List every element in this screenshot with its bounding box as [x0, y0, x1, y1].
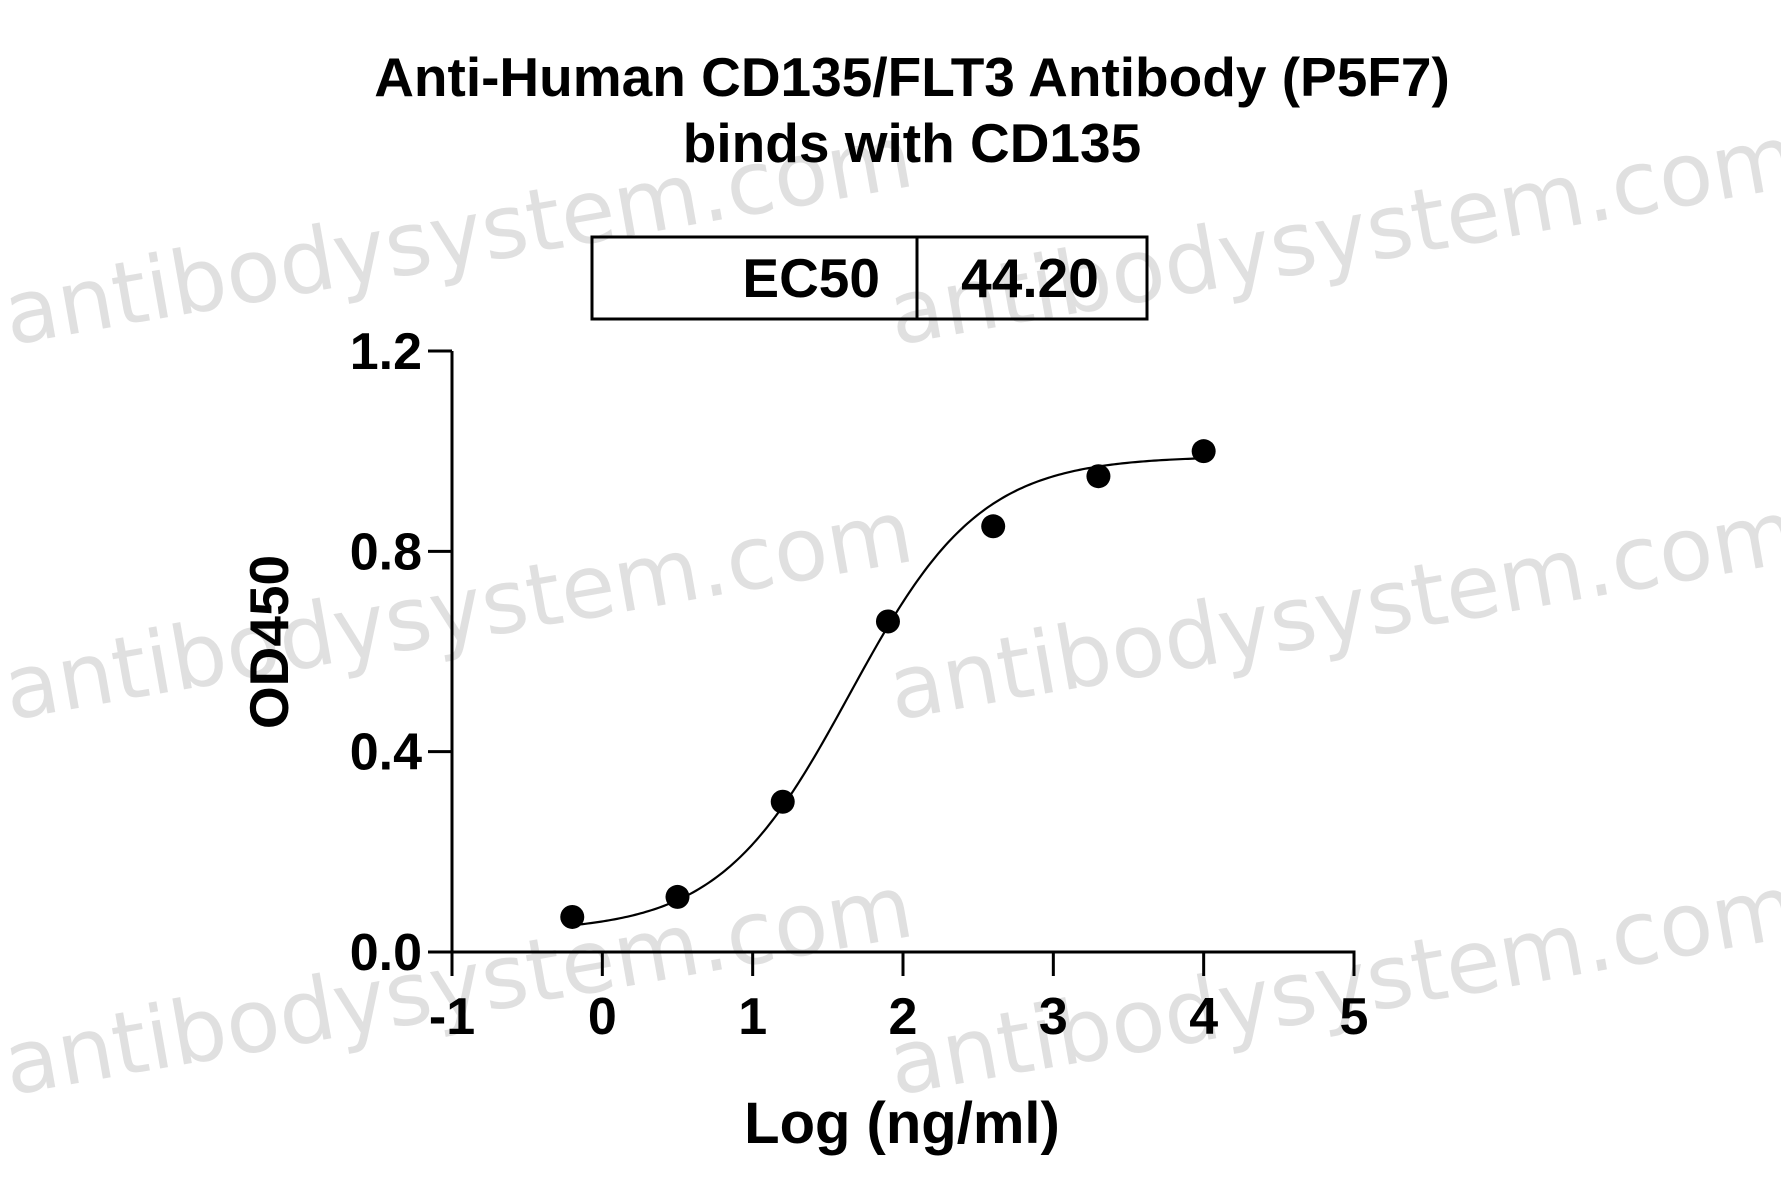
watermark-text: antibodysystem.com: [881, 479, 1781, 740]
ec50-value: 44.20: [961, 247, 1099, 309]
y-axis-label: OD450: [238, 555, 300, 729]
x-axis-label: Log (ng/ml): [744, 1091, 1060, 1156]
watermark-text: antibodysystem.com: [881, 854, 1781, 1115]
data-point: [1086, 464, 1111, 489]
x-tick-label: 4: [1189, 988, 1218, 1046]
y-tick-label: 0.0: [350, 924, 422, 982]
data-point: [770, 789, 795, 814]
x-tick-label: 2: [889, 988, 918, 1046]
data-point: [1191, 439, 1216, 464]
x-tick-label: 0: [588, 988, 617, 1046]
data-point: [875, 609, 900, 634]
data-point: [981, 514, 1006, 539]
data-point: [665, 884, 690, 909]
chart-title: Anti-Human CD135/FLT3 Antibody (P5F7): [374, 46, 1450, 108]
chart-subtitle: binds with CD135: [683, 112, 1141, 174]
x-tick-label: 3: [1039, 988, 1068, 1046]
watermark-text: antibodysystem.com: [0, 854, 920, 1115]
ec50-label: EC50: [742, 247, 880, 309]
x-tick-label: 5: [1340, 988, 1369, 1046]
ec50-table: EC50 44.20: [590, 235, 1149, 321]
y-tick-label: 1.2: [350, 323, 422, 381]
x-tick-label: -1: [429, 988, 475, 1046]
watermark-text: antibodysystem.com: [0, 479, 920, 740]
x-tick-label: 1: [738, 988, 767, 1046]
data-point: [560, 904, 585, 929]
y-tick-label: 0.4: [350, 724, 422, 782]
data-points: [560, 439, 1216, 929]
axes: -1 0 1 2 3 4 5 0.0 0.4 0.8 1.2: [350, 323, 1369, 1046]
ec50-table-border: [590, 235, 1149, 321]
y-tick-label: 0.8: [350, 523, 422, 581]
